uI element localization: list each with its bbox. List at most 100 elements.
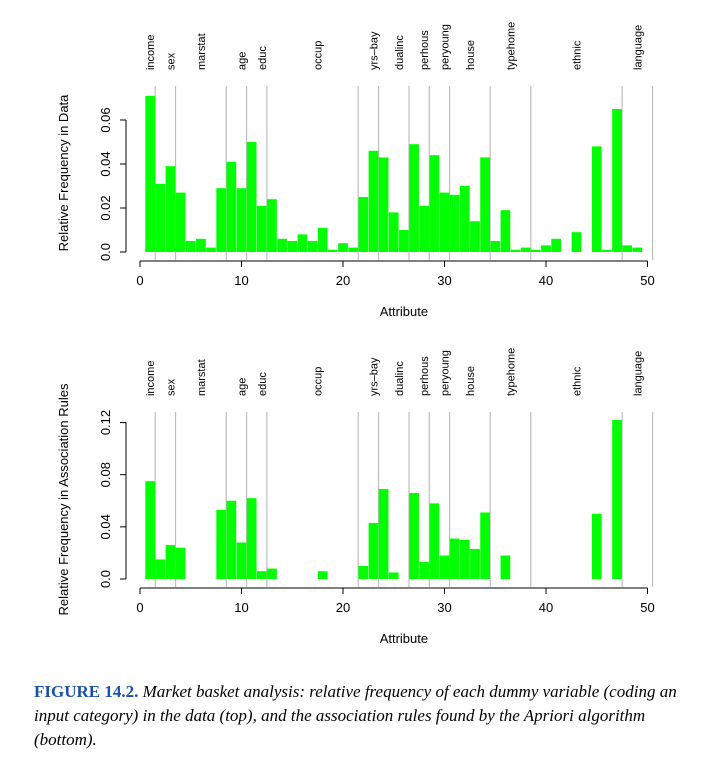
x-tick-label: 50 — [640, 273, 654, 288]
bar-attribute-18 — [317, 571, 328, 579]
bar-attribute-18 — [317, 227, 328, 252]
bar-attribute-45 — [591, 146, 602, 252]
bar-attribute-45 — [591, 513, 602, 579]
bar-attribute-35 — [490, 241, 501, 252]
y-axis-label: Relative Frequency in Data — [56, 94, 71, 252]
bar-attribute-13 — [267, 199, 277, 252]
y-tick-label: 0.06 — [98, 107, 113, 132]
bar-attribute-24 — [378, 157, 389, 252]
group-label-perhous: perhous — [419, 356, 431, 396]
top-panel-data-frequency: 0 10 20 30 40 50 Attribute 0.0 0.02 0.04 0.06 Relat… — [56, 22, 655, 319]
bar-attribute-1 — [145, 95, 155, 252]
bar-attribute-36 — [500, 210, 511, 252]
y-tick-label: 0.12 — [98, 410, 113, 435]
x-tick-label: 40 — [539, 600, 553, 615]
bar-attribute-10 — [236, 188, 247, 252]
x-tick-label: 10 — [234, 273, 248, 288]
bar-attribute-8 — [216, 188, 227, 252]
bar-attribute-40 — [541, 245, 551, 252]
bar-attribute-47 — [612, 109, 622, 252]
x-tick-label: 0 — [136, 600, 143, 615]
y-tick-label: 0.0 — [98, 243, 113, 261]
group-label-age: age — [237, 378, 249, 396]
group-label-marstat: marstat — [196, 33, 208, 70]
bar-attribute-41 — [551, 238, 561, 252]
group-label-ethnic: ethnic — [571, 366, 583, 396]
x-tick-label: 40 — [539, 273, 553, 288]
bar-attribute-27 — [409, 144, 419, 252]
bar-attribute-15 — [287, 241, 298, 252]
group-label-educ: educ — [257, 46, 269, 70]
y-tick-label: 0.04 — [98, 151, 113, 176]
bar-attribute-22 — [358, 197, 369, 252]
x-tick-label: 30 — [437, 600, 451, 615]
bar-attribute-21 — [348, 247, 358, 252]
x-tick-label: 50 — [640, 600, 654, 615]
group-label-house: house — [465, 366, 477, 396]
group-label-income: income — [145, 35, 157, 70]
bar-attribute-43 — [571, 232, 582, 252]
bar-attribute-9 — [226, 161, 237, 252]
group-label-educ: educ — [257, 372, 269, 396]
bar-attribute-49 — [632, 247, 643, 252]
bar-attribute-34 — [480, 512, 490, 579]
bar-attribute-31 — [449, 538, 460, 579]
group-label-occup: occup — [313, 367, 325, 396]
group-label-dualinc: dualinc — [394, 35, 406, 70]
group-label-peryoung: peryoung — [440, 350, 452, 396]
bar-attribute-30 — [439, 555, 450, 579]
bar-attribute-33 — [470, 221, 480, 252]
bar-attribute-47 — [612, 419, 622, 579]
bar-attribute-12 — [256, 571, 267, 579]
group-label-ethnic: ethnic — [571, 40, 583, 70]
y-tick-label: 0.08 — [98, 462, 113, 487]
group-label-house: house — [465, 40, 477, 70]
bar-attribute-9 — [226, 500, 237, 579]
bar-attribute-38 — [520, 247, 531, 252]
bar-attribute-7 — [206, 247, 216, 252]
bar-attribute-24 — [378, 489, 389, 579]
bar-attribute-29 — [429, 155, 440, 252]
x-axis-label: Attribute — [380, 631, 428, 646]
group-label-peryoung: peryoung — [440, 24, 452, 70]
x-tick-label: 10 — [234, 600, 248, 615]
bar-attribute-6 — [196, 238, 206, 252]
bar-attribute-28 — [419, 562, 430, 579]
x-tick-label: 20 — [336, 600, 350, 615]
bar-attribute-2 — [155, 183, 166, 252]
bar-attribute-4 — [175, 547, 186, 579]
group-label-language: language — [632, 25, 644, 70]
bar-attribute-14 — [277, 238, 287, 252]
caption-label: FIGURE 14.2. — [34, 682, 139, 701]
bar-attribute-8 — [216, 509, 227, 579]
y-tick-label: 0.04 — [98, 514, 113, 539]
bar-attribute-25 — [388, 572, 399, 579]
bar-attribute-33 — [470, 549, 480, 579]
bar-attribute-25 — [388, 212, 399, 252]
bar-attribute-26 — [399, 230, 409, 252]
group-label-yrsbay: yrs–bay — [368, 357, 380, 396]
bar-attribute-17 — [307, 241, 318, 252]
group-label-typehome: typehome — [505, 22, 517, 70]
bar-attribute-10 — [236, 542, 247, 579]
bar-attribute-23 — [368, 150, 379, 252]
y-tick-label: 0.02 — [98, 195, 113, 220]
group-label-sex: sex — [165, 52, 177, 70]
caption-text: Market basket analysis: relative frequen… — [34, 682, 677, 749]
x-tick-label: 20 — [336, 273, 350, 288]
bar-attribute-48 — [622, 245, 633, 252]
group-label-perhous: perhous — [419, 30, 431, 70]
bar-attribute-46 — [602, 249, 612, 252]
group-label-language: language — [632, 351, 644, 396]
bar-attribute-11 — [246, 498, 257, 579]
bar-attribute-16 — [297, 234, 308, 252]
bar-attribute-27 — [409, 492, 419, 579]
x-tick-label: 0 — [136, 273, 143, 288]
bar-attribute-3 — [165, 166, 176, 252]
bar-attribute-12 — [256, 205, 267, 252]
bar-attribute-20 — [338, 243, 348, 252]
y-tick-label: 0.0 — [98, 570, 113, 588]
group-label-marstat: marstat — [196, 359, 208, 396]
bar-attribute-3 — [165, 545, 176, 579]
